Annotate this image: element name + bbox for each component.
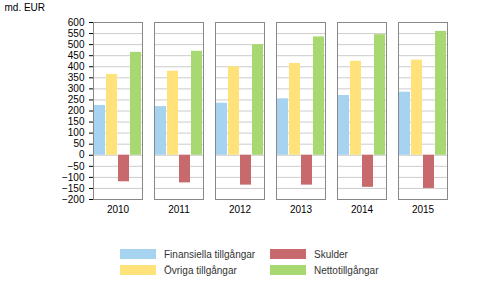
svg-text:350: 350	[68, 72, 85, 83]
svg-text:2014: 2014	[351, 204, 374, 215]
svg-text:450: 450	[68, 50, 85, 61]
svg-text:2015: 2015	[412, 204, 435, 215]
svg-text:−150: −150	[62, 183, 85, 194]
svg-text:400: 400	[68, 61, 85, 72]
svg-text:md. EUR: md. EUR	[5, 2, 46, 13]
svg-text:300: 300	[68, 83, 85, 94]
svg-text:2010: 2010	[107, 204, 130, 215]
svg-text:0: 0	[79, 149, 85, 160]
svg-text:500: 500	[68, 39, 85, 50]
svg-text:150: 150	[68, 116, 85, 127]
html-text:Övriga tillgångar: Övriga tillgångar	[164, 264, 237, 276]
svg-text:200: 200	[68, 105, 85, 116]
html-text:Finansiella tillgångar: Finansiella tillgångar	[164, 248, 256, 260]
svg-text:−50: −50	[68, 161, 85, 172]
html-text:Skulder: Skulder	[314, 248, 348, 260]
svg-text:600: 600	[68, 17, 85, 28]
svg-text:250: 250	[68, 94, 85, 105]
svg-text:2011: 2011	[168, 204, 190, 215]
svg-text:−200: −200	[62, 194, 85, 205]
svg-text:−100: −100	[62, 172, 85, 183]
svg-text:100: 100	[68, 127, 85, 138]
svg-text:50: 50	[73, 138, 85, 149]
svg-text:550: 550	[68, 28, 85, 39]
html-text:Nettotillgångar: Nettotillgångar	[314, 264, 379, 276]
svg-text:2013: 2013	[290, 204, 313, 215]
svg-text:2012: 2012	[229, 204, 252, 215]
